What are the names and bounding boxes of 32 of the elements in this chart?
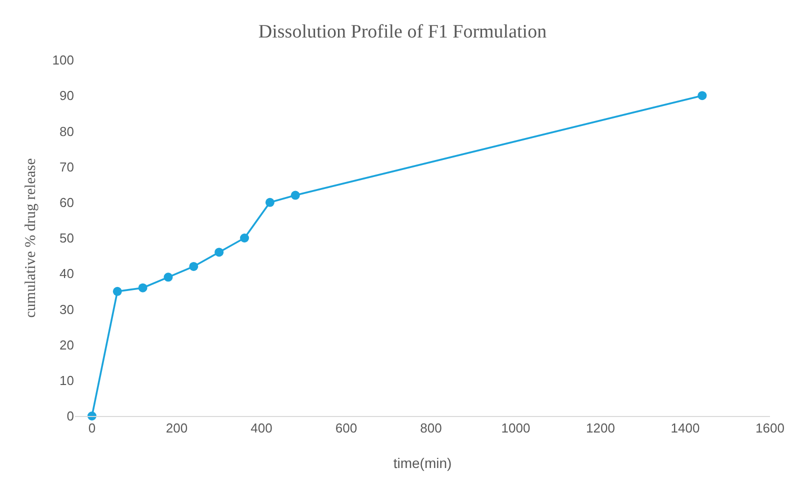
point bbox=[265, 198, 274, 207]
x-axis-title: time(min) bbox=[393, 455, 452, 471]
y-tick-label: 0 bbox=[66, 408, 74, 424]
x-tick-label: 800 bbox=[420, 420, 442, 436]
x-tick-label: 0 bbox=[88, 420, 96, 436]
y-tick-label: 20 bbox=[60, 337, 74, 352]
point bbox=[164, 272, 173, 282]
y-tick-label: 90 bbox=[60, 88, 74, 104]
point bbox=[214, 248, 224, 257]
y-tick-label: 50 bbox=[60, 230, 74, 246]
point bbox=[189, 262, 198, 271]
y-tick-label: 40 bbox=[60, 266, 74, 282]
point bbox=[138, 283, 148, 292]
y-tick-label: 100 bbox=[52, 52, 74, 68]
y-tick-label: 80 bbox=[60, 124, 74, 139]
y-tick-label: 30 bbox=[60, 302, 74, 317]
y-tick-label: 60 bbox=[60, 194, 74, 210]
point bbox=[112, 286, 122, 296]
x-tick-label: 1000 bbox=[501, 420, 530, 436]
point bbox=[698, 91, 707, 100]
point bbox=[240, 234, 250, 242]
y-tick-label: 70 bbox=[60, 159, 74, 174]
y-axis-title: cumulative % drug release bbox=[23, 158, 39, 318]
x-tick-label: 400 bbox=[250, 420, 272, 436]
point bbox=[290, 190, 300, 200]
x-tick-label: 1200 bbox=[586, 420, 615, 436]
chart-title: Dissolution Profile of F1 Formulation bbox=[258, 22, 548, 43]
x-tick-label: 1600 bbox=[756, 420, 784, 436]
x-tick-label: 600 bbox=[335, 420, 358, 436]
y-tick-label: 10 bbox=[60, 372, 74, 388]
x-tick-label: 1400 bbox=[670, 420, 700, 436]
x-tick-label: 200 bbox=[166, 420, 188, 436]
